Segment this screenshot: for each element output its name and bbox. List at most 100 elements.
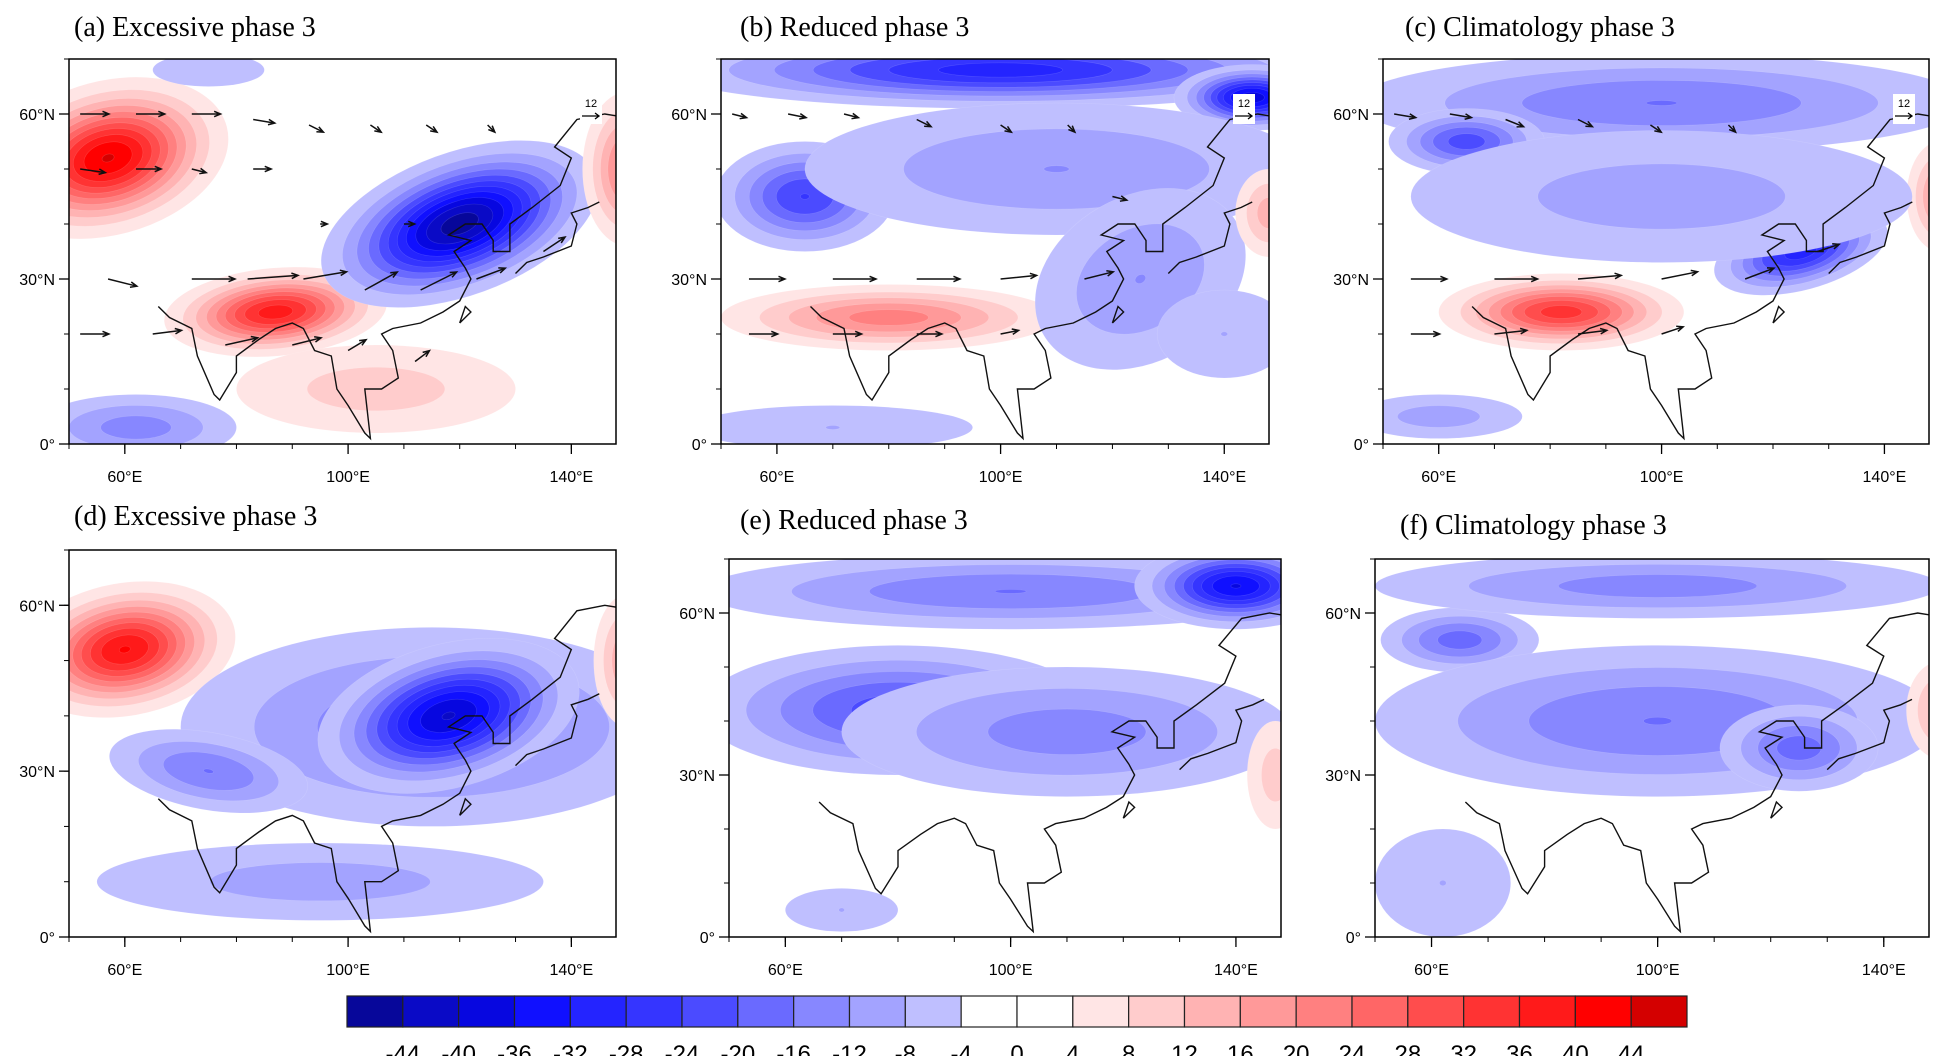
- x-tick-label: 100°E: [979, 469, 1023, 486]
- colorbar-bin: [402, 995, 460, 1028]
- negative-anomaly-3: [841, 666, 1281, 797]
- colorbar-label: 32: [1450, 1041, 1477, 1056]
- contour-level: [1397, 405, 1481, 428]
- y-tick-label: 30°N: [679, 768, 715, 785]
- contour-level: [1643, 716, 1673, 726]
- contour-level: [1915, 160, 1929, 233]
- colorbar-label: -4: [950, 1041, 971, 1056]
- wind-vector: [832, 275, 878, 283]
- colorbar-bin: [1518, 995, 1576, 1028]
- wind-vector: [420, 271, 459, 291]
- coastline: [459, 305, 472, 324]
- wind-vector: [1112, 195, 1129, 202]
- positive-anomaly-4: [1246, 720, 1281, 830]
- x-tick-label: 140°E: [1862, 962, 1906, 979]
- coastline: [1122, 800, 1136, 819]
- y-tick-label: 30°N: [19, 272, 55, 289]
- panel-title-c: (c) Climatology phase 3: [1405, 12, 1675, 43]
- colorbar-bin: [1407, 995, 1465, 1028]
- x-tick-label: 140°E: [549, 962, 593, 979]
- wind-vector: [1000, 124, 1013, 134]
- map-panel-f: [1375, 559, 1929, 937]
- x-tick-label: 100°E: [326, 962, 370, 979]
- contour-level: [1537, 163, 1786, 230]
- panel-title-d: (d) Excessive phase 3: [74, 501, 318, 532]
- contour-level: [209, 862, 431, 902]
- wind-vector: [1577, 118, 1595, 128]
- x-tick-label: 60°E: [1421, 469, 1456, 486]
- colorbar-bin: [1351, 995, 1409, 1028]
- wind-vector: [543, 236, 567, 253]
- colorbar-bin: [1574, 995, 1632, 1028]
- x-tick-label: 60°E: [107, 469, 142, 486]
- wind-vector: [1661, 269, 1700, 280]
- positive-anomaly-1: [163, 266, 388, 358]
- panel-title-e: (e) Reduced phase 3: [740, 505, 968, 536]
- contour-level: [721, 405, 973, 444]
- y-tick-label: 60°N: [1325, 606, 1361, 623]
- y-tick-label: 60°N: [1333, 107, 1369, 124]
- contour-level: [1261, 748, 1281, 802]
- negative-anomaly-3: [69, 394, 237, 444]
- y-tick-label: 0°: [692, 437, 707, 454]
- contour-level: [838, 907, 845, 913]
- negative-anomaly-5: [96, 842, 544, 921]
- coastline: [515, 693, 600, 767]
- wind-vector: [1727, 124, 1737, 134]
- colorbar-bin: [458, 995, 516, 1028]
- panel-title-a: (a) Excessive phase 3: [74, 12, 316, 43]
- contour-level: [152, 59, 265, 87]
- wind-vector: [225, 335, 260, 346]
- negative-anomaly-3: [109, 728, 309, 814]
- colorbar-bin: [1463, 995, 1521, 1028]
- map-panel-e: [729, 559, 1281, 937]
- y-tick-label: 60°N: [19, 107, 55, 124]
- coastline: [1167, 201, 1253, 274]
- y-tick-label: 0°: [40, 930, 55, 947]
- contour-level: [1922, 174, 1929, 219]
- wind-vector: [1577, 272, 1624, 280]
- positive-anomaly-6: [1235, 168, 1269, 258]
- contour-level: [1540, 305, 1583, 319]
- wind-vector: [425, 124, 439, 134]
- contour-level: [1447, 133, 1486, 150]
- reference-vector-box: 12: [1893, 94, 1915, 124]
- wind-vector: [476, 267, 508, 280]
- wind-vector: [191, 275, 237, 283]
- x-tick-label: 140°E: [1202, 469, 1246, 486]
- coastline: [157, 113, 616, 441]
- positive-anomaly-0: [69, 76, 229, 240]
- colorbar-bin: [1128, 995, 1186, 1028]
- x-tick-label: 60°E: [1414, 962, 1449, 979]
- contour-level: [100, 415, 172, 440]
- wind-vector: [253, 118, 277, 126]
- wind-vector: [80, 168, 108, 176]
- wind-vector: [1505, 118, 1526, 128]
- colorbar-bin: [569, 995, 627, 1028]
- y-tick-label: 30°N: [1325, 768, 1361, 785]
- colorbar-label: -44: [385, 1041, 420, 1056]
- wind-vector: [1394, 113, 1418, 120]
- colorbar-bin: [513, 995, 571, 1028]
- negative-anomaly-4: [804, 102, 1269, 236]
- arrow-icon: [1895, 112, 1914, 120]
- map-frame: [1382, 58, 1930, 445]
- contour-level: [800, 193, 810, 200]
- wind-vector: [748, 275, 787, 283]
- arrow-icon: [582, 112, 601, 120]
- wind-vector: [403, 220, 417, 228]
- wind-vector: [1410, 275, 1449, 283]
- map-panel-c: [1383, 59, 1929, 444]
- wind-vector: [152, 327, 184, 335]
- x-tick-label: 140°E: [1214, 962, 1258, 979]
- coastline: [1464, 612, 1929, 934]
- colorbar-label: 36: [1506, 1041, 1533, 1056]
- wind-vector: [369, 124, 383, 134]
- negative-anomaly-7: [721, 405, 973, 444]
- wind-vector: [253, 165, 274, 173]
- wind-vector: [1494, 327, 1529, 335]
- colorbar-label: 0: [1010, 1041, 1023, 1056]
- y-tick-label: 60°N: [671, 107, 707, 124]
- contour-level: [203, 768, 214, 774]
- positive-anomaly-4: [593, 597, 616, 724]
